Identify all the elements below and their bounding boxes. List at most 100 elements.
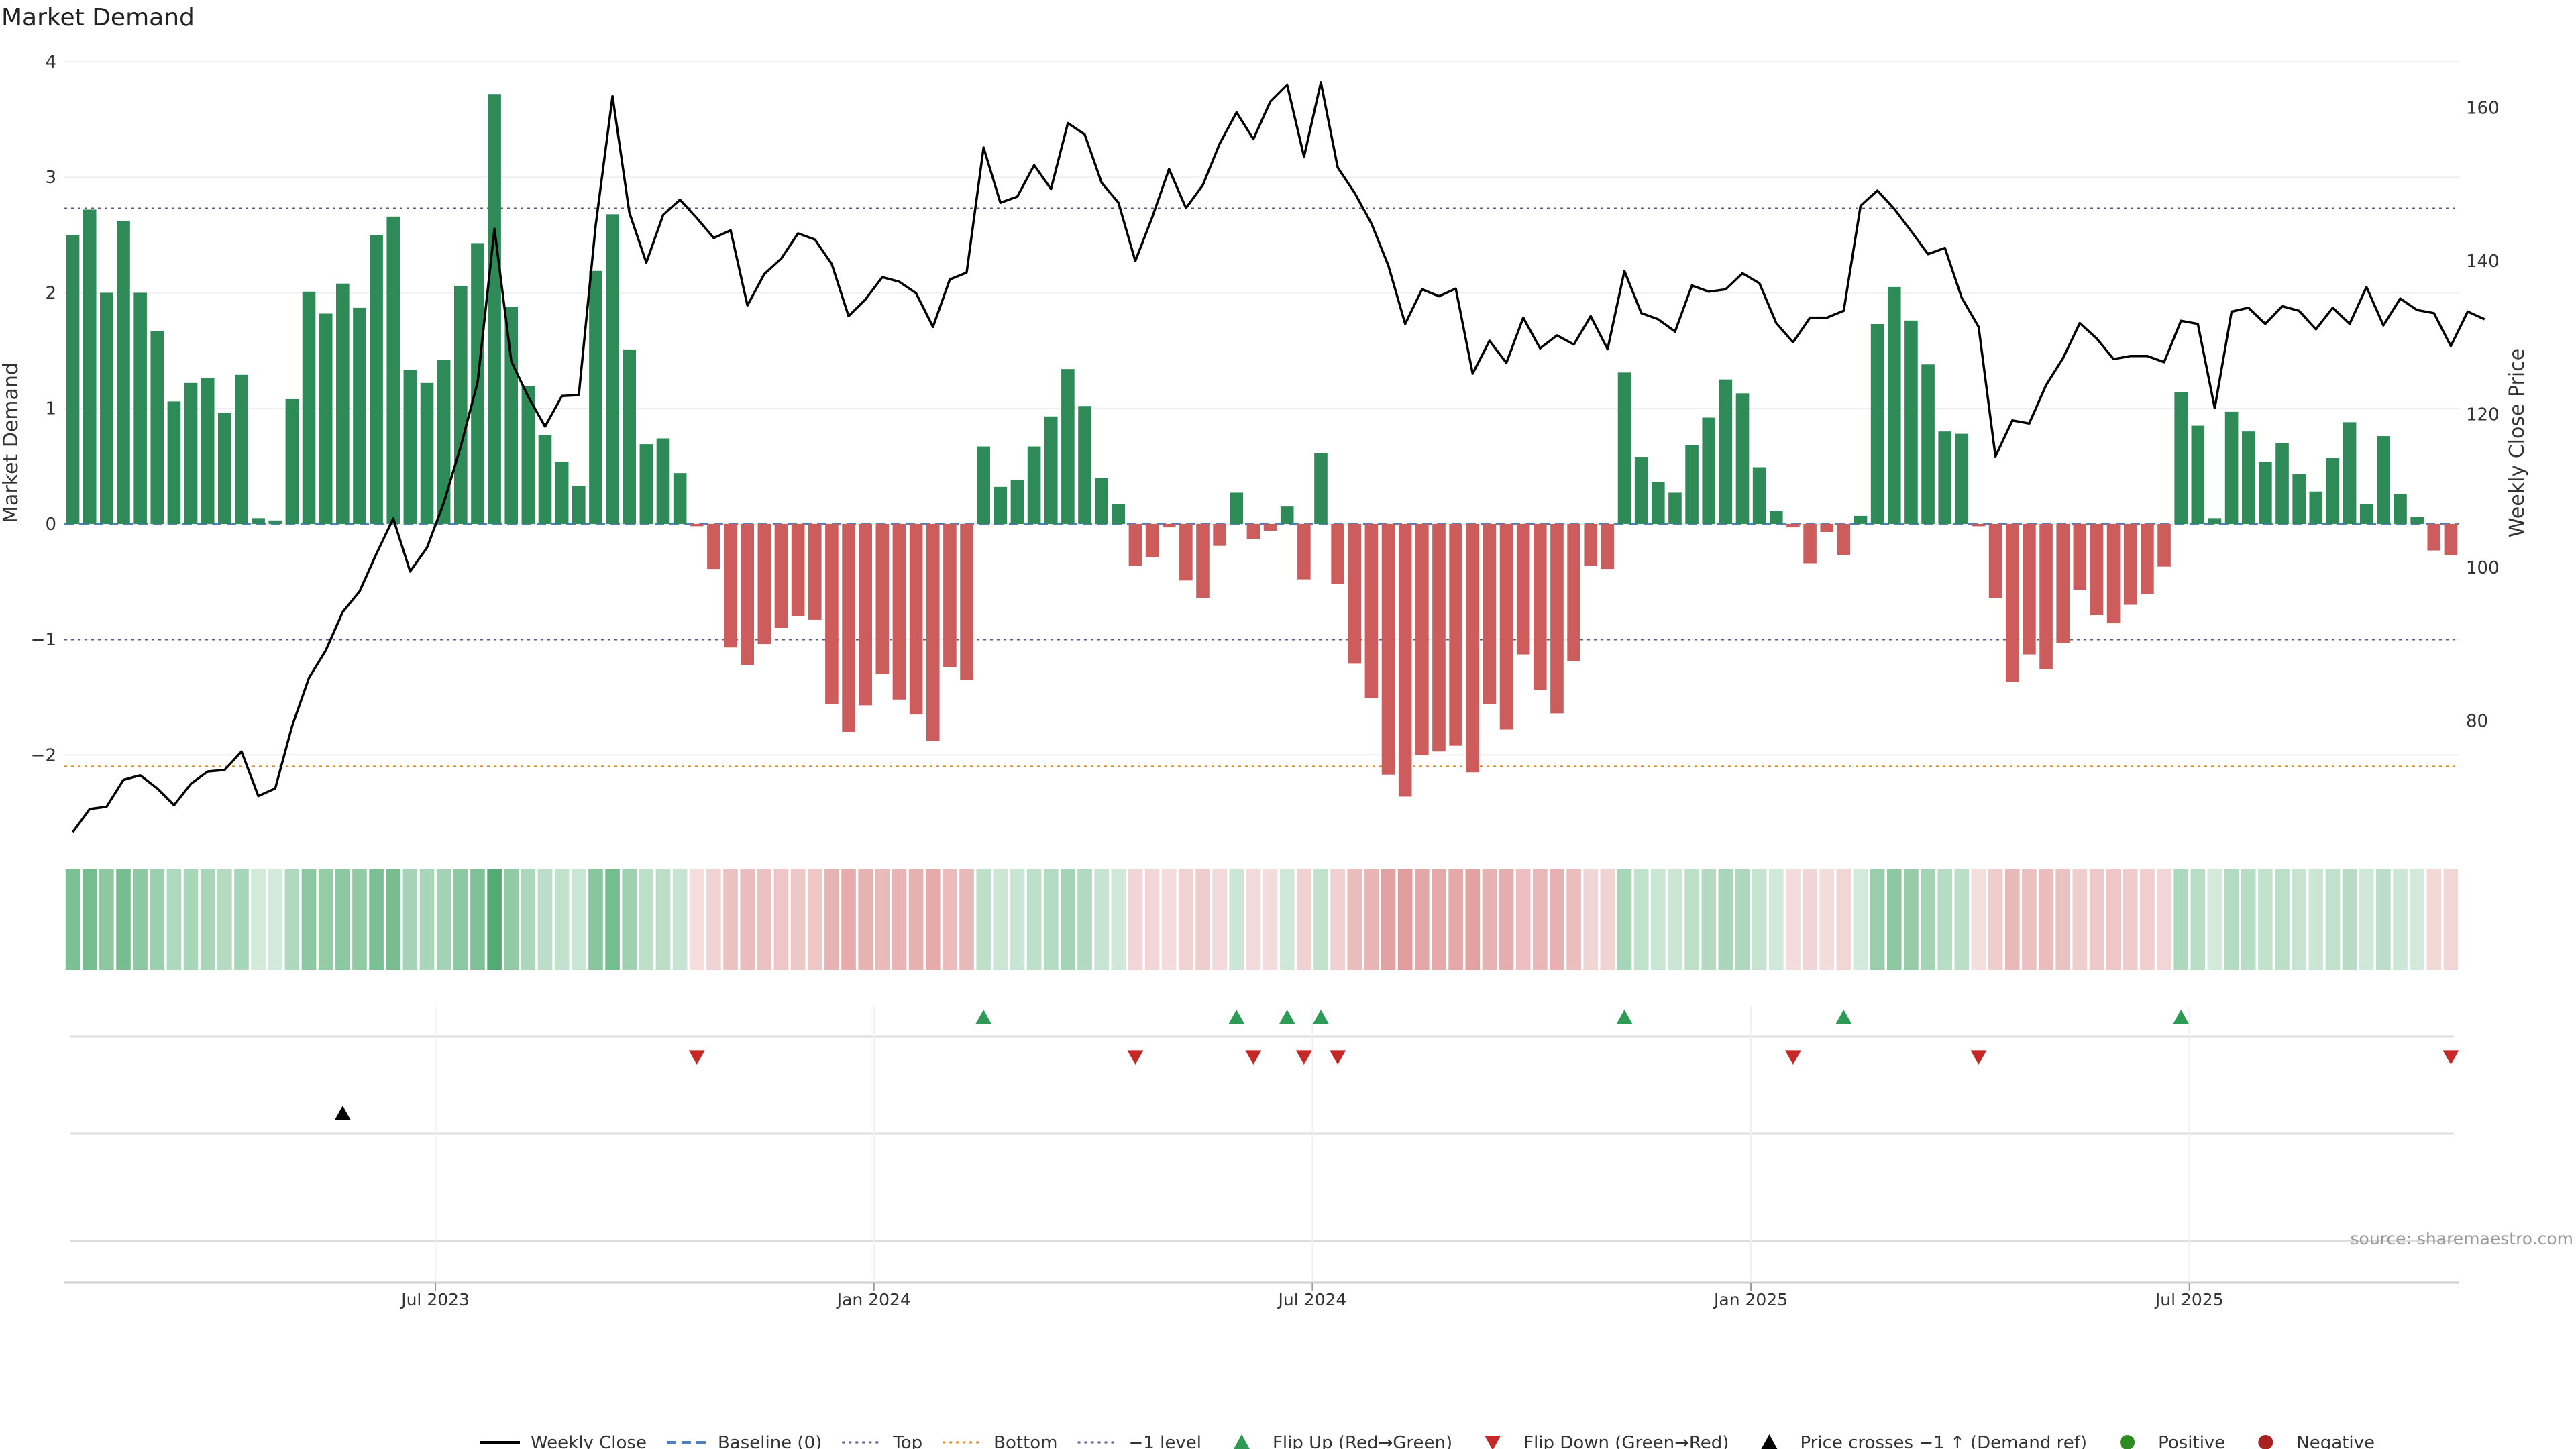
demand-bar <box>1415 523 1429 755</box>
x-tick-label: Jul 2024 <box>1277 1290 1347 1309</box>
demand-bar <box>1314 453 1328 524</box>
demand-bar <box>252 518 265 524</box>
y-tick-label-left: 2 <box>45 283 56 303</box>
legend-swatch-dot <box>2258 1435 2273 1449</box>
demand-bar <box>1617 372 1631 524</box>
flip-down-marker <box>2443 1050 2459 1065</box>
demand-bar <box>2343 422 2357 524</box>
heat-cell <box>1566 869 1581 970</box>
heat-cell <box>1819 869 1835 970</box>
heat-cell <box>1432 869 1446 970</box>
demand-bar <box>336 283 350 524</box>
demand-bar <box>1887 286 1901 524</box>
demand-bar <box>1786 523 1800 528</box>
heat-cell <box>723 869 738 970</box>
heat-cell <box>1415 869 1430 970</box>
demand-bar <box>909 523 923 715</box>
demand-bar <box>707 523 720 570</box>
heat-cell <box>1786 869 1801 970</box>
demand-bar <box>623 349 637 524</box>
demand-bar <box>875 523 890 674</box>
heat-cell <box>2308 869 2324 970</box>
legend-item: Flip Down (Green→Red) <box>1485 1433 1729 1449</box>
demand-bar <box>1652 482 1665 524</box>
y-tick-label-left: 0 <box>45 515 56 535</box>
heat-cell <box>2055 869 2071 970</box>
heat-cell <box>2174 869 2188 970</box>
heat-cell <box>1229 869 1244 970</box>
flip-down-marker <box>1295 1050 1312 1065</box>
heat-cell <box>1499 869 1514 970</box>
heat-cell <box>2443 869 2459 970</box>
demand-bar <box>589 270 602 524</box>
demand-bar <box>1685 445 1699 524</box>
demand-bar <box>1837 523 1851 555</box>
demand-bar <box>1213 523 1226 546</box>
demand-bar <box>1769 511 1783 524</box>
demand-bar <box>690 523 704 527</box>
heat-cell <box>234 869 249 970</box>
legend-item: Bottom <box>943 1433 1058 1449</box>
demand-bar <box>960 523 973 680</box>
demand-bar <box>1499 523 1513 730</box>
heat-cell <box>1026 869 1042 970</box>
demand-bar <box>2259 461 2272 524</box>
heat-cell <box>2022 869 2037 970</box>
demand-bar <box>1398 523 1412 797</box>
demand-bar <box>1095 478 1108 524</box>
heat-cell <box>757 869 772 970</box>
heat-cell <box>2376 869 2391 970</box>
demand-bar <box>892 523 906 700</box>
demand-bar <box>100 292 113 524</box>
demand-bar <box>403 370 417 524</box>
demand-bar <box>1854 515 1868 524</box>
heat-cell <box>1617 869 1632 970</box>
demand-bar <box>1550 523 1564 714</box>
demand-bar <box>1668 492 1682 524</box>
demand-bar <box>66 235 80 524</box>
heat-cell <box>1061 869 1075 970</box>
legend-item: Top <box>842 1433 922 1449</box>
heat-cell <box>1954 869 1970 970</box>
heat-cell <box>436 869 451 970</box>
chart-title: Market Demand <box>1 4 195 32</box>
demand-bar <box>1449 523 1462 746</box>
demand-bar <box>1432 523 1446 752</box>
demand-bar <box>235 374 248 524</box>
demand-bar <box>353 307 366 524</box>
demand-bar <box>2090 523 2104 616</box>
heat-cell <box>1886 869 1902 970</box>
flip-down-marker <box>1784 1050 1801 1065</box>
heat-cell <box>284 869 300 970</box>
demand-bar <box>994 486 1008 524</box>
heat-cell <box>1246 869 1261 970</box>
demand-bar <box>1145 523 1159 557</box>
x-tick-label: Jul 2025 <box>2154 1290 2224 1309</box>
heat-cell <box>133 869 148 970</box>
demand-bar <box>1820 523 1834 533</box>
chart-legend: Weekly Close Baseline (0) Top Bottom −1 leve… <box>480 1433 2375 1449</box>
demand-bar <box>117 221 130 524</box>
heat-cell <box>1330 869 1345 970</box>
demand-bar <box>1466 523 1480 773</box>
heat-cell <box>655 869 671 970</box>
legend-swatch-triangle-up <box>1761 1434 1778 1449</box>
flip-down-marker <box>1970 1050 1987 1065</box>
demand-bar <box>639 444 653 524</box>
demand-bar <box>2208 518 2222 524</box>
heat-cell <box>1128 869 1143 970</box>
heat-cell <box>335 869 350 970</box>
heat-cell <box>1515 869 1531 970</box>
demand-bar <box>825 523 839 704</box>
legend-item: Negative <box>2258 1433 2375 1449</box>
demand-bar <box>319 313 333 524</box>
heat-cell <box>1010 869 1025 970</box>
y-tick-label-left: −1 <box>31 630 56 650</box>
demand-bar <box>2241 431 2255 524</box>
legend-label: Positive <box>2158 1433 2225 1449</box>
demand-bar <box>2005 523 2019 682</box>
heat-cell <box>1482 869 1497 970</box>
heat-cell <box>1752 869 1767 970</box>
demand-bar <box>2427 523 2441 551</box>
demand-bar <box>2157 523 2171 567</box>
